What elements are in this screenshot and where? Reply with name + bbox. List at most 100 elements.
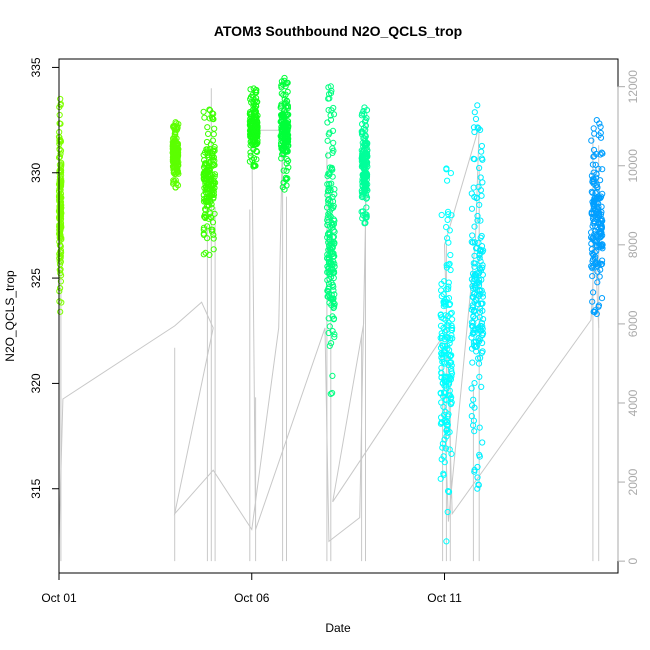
- data-point: [448, 326, 455, 333]
- data-point: [57, 223, 64, 231]
- data-point: [57, 308, 64, 315]
- data-point: [211, 143, 218, 151]
- data-point: [203, 148, 211, 155]
- data-point: [326, 212, 333, 219]
- data-point: [475, 482, 482, 489]
- data-point: [471, 380, 478, 387]
- y2-tick-label: 0: [626, 557, 640, 564]
- data-point: [363, 204, 370, 211]
- data-point: [447, 170, 454, 177]
- data-point: [207, 107, 214, 114]
- data-point: [330, 204, 337, 211]
- data-point: [448, 362, 455, 369]
- data-point: [211, 210, 218, 217]
- y2-tick-label: 12000: [626, 70, 640, 104]
- data-point: [57, 147, 65, 154]
- data-point: [57, 221, 65, 228]
- data-point: [438, 335, 446, 342]
- data-point: [470, 422, 477, 429]
- data-point: [469, 232, 476, 239]
- data-point: [327, 259, 335, 266]
- data-point: [590, 146, 598, 154]
- series-6: [324, 83, 338, 397]
- data-point: [200, 170, 207, 177]
- data-point: [470, 327, 477, 334]
- data-point: [593, 117, 600, 124]
- data-point: [474, 102, 481, 109]
- data-point: [444, 426, 451, 433]
- data-point: [56, 215, 64, 222]
- data-point: [329, 250, 336, 257]
- data-point: [329, 149, 336, 156]
- data-point: [598, 243, 606, 250]
- data-point: [324, 119, 331, 126]
- data-point: [440, 453, 447, 460]
- data-point: [253, 147, 260, 155]
- data-point: [282, 126, 289, 133]
- data-point: [324, 204, 331, 211]
- data-point: [281, 96, 288, 103]
- data-point: [448, 450, 455, 457]
- data-point: [471, 239, 478, 246]
- data-point: [57, 95, 64, 103]
- y-tick-label: 330: [29, 162, 43, 182]
- data-point: [479, 264, 486, 271]
- data-point: [56, 195, 63, 202]
- data-point: [472, 115, 480, 123]
- data-point: [362, 158, 369, 165]
- data-point: [468, 413, 475, 420]
- data-point: [278, 132, 285, 139]
- data-point: [441, 459, 448, 466]
- data-point: [330, 104, 337, 112]
- data-point: [475, 334, 482, 341]
- data-point: [173, 151, 180, 158]
- data-point: [328, 164, 335, 171]
- data-point: [589, 263, 596, 270]
- data-point: [329, 389, 336, 397]
- data-point: [439, 393, 447, 400]
- data-point: [325, 131, 332, 138]
- data-point: [280, 111, 287, 119]
- data-point: [211, 184, 218, 192]
- data-point: [57, 270, 64, 277]
- data-point: [211, 157, 218, 164]
- data-point: [205, 130, 212, 137]
- data-point: [589, 176, 596, 183]
- data-point: [56, 230, 63, 237]
- data-point: [211, 146, 218, 153]
- data-point: [472, 338, 479, 345]
- data-point: [593, 171, 600, 178]
- data-point: [441, 378, 448, 385]
- data-point: [201, 114, 208, 121]
- data-point: [324, 137, 331, 144]
- data-point: [57, 209, 64, 216]
- data-point: [445, 322, 452, 329]
- data-point: [471, 156, 478, 163]
- data-point: [326, 323, 333, 330]
- data-point: [476, 201, 483, 208]
- x-axis-label: Date: [325, 621, 351, 635]
- data-point: [471, 109, 478, 116]
- data-point: [470, 184, 477, 191]
- data-point: [330, 227, 337, 234]
- data-point: [326, 91, 333, 98]
- data-point: [283, 167, 290, 174]
- y-axis: 315 320 325 330 335: [29, 57, 60, 499]
- data-point: [327, 83, 334, 90]
- data-point: [174, 148, 181, 155]
- data-point: [360, 166, 368, 173]
- data-point: [468, 345, 476, 352]
- data-point: [210, 131, 217, 138]
- data-point: [440, 403, 447, 410]
- y2-tick-label: 10000: [626, 149, 640, 183]
- data-point: [448, 365, 455, 372]
- data-point: [278, 126, 285, 133]
- data-point: [480, 316, 487, 323]
- data-point: [330, 139, 337, 146]
- data-point: [438, 293, 445, 300]
- data-point: [479, 290, 486, 297]
- data-point: [470, 342, 478, 349]
- data-point: [327, 198, 334, 205]
- data-point: [468, 205, 476, 212]
- data-point: [589, 161, 597, 168]
